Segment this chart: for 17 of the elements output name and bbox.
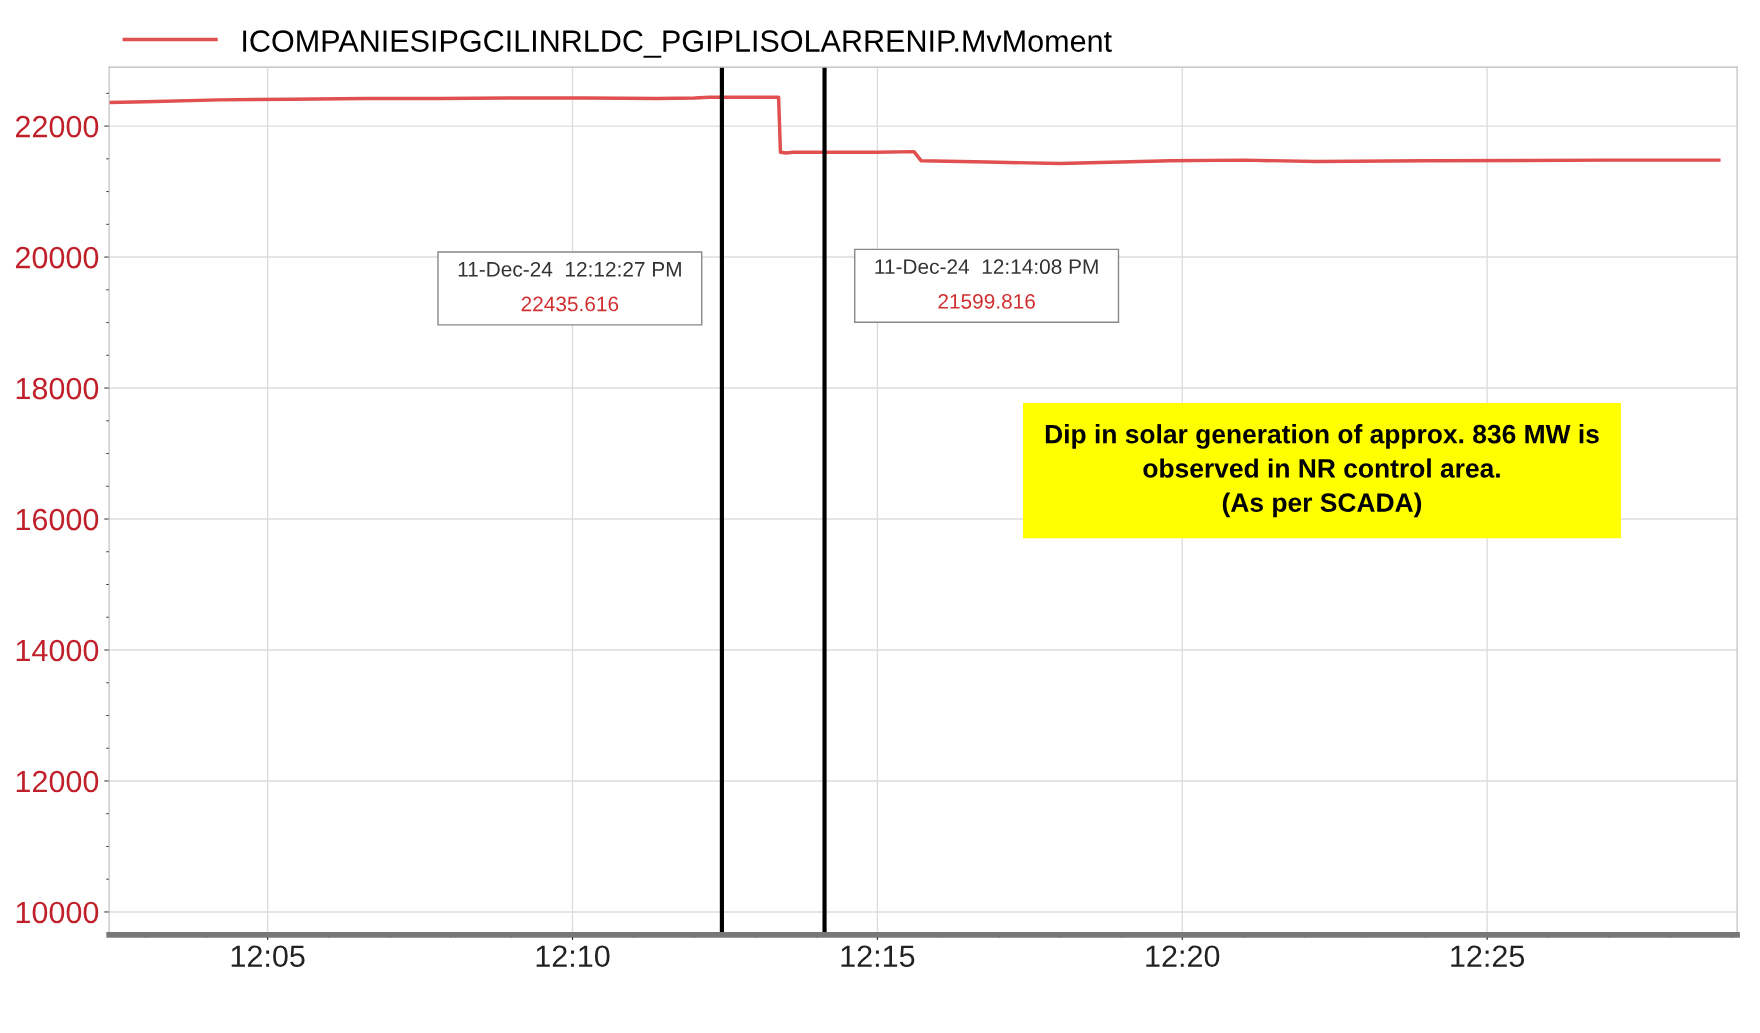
y-tick-label: 10000 <box>16 901 99 924</box>
x-tick-label: 12:20 <box>1146 945 1220 968</box>
legend-label: ICOMPANIESIPGCILINRLDC_PGIPLISOLARRENIP.MvMoment <box>243 30 1112 58</box>
y-tick-label: 16000 <box>16 508 99 531</box>
y-tick-label: 12000 <box>16 770 99 793</box>
y-tick-label: 22000 <box>15 115 99 138</box>
line-series <box>109 95 1721 166</box>
x-tick-label: 12:05 <box>231 945 305 968</box>
x-tick-label: 12:10 <box>536 945 610 968</box>
y-tick-label: 20000 <box>15 246 99 269</box>
x-tick-label: 12:15 <box>841 945 915 968</box>
y-tick-label: 14000 <box>16 639 99 662</box>
annotation: Dip in solar generation of approx. 836 MW is observed in NR control area. (As per SCADA) <box>1045 424 1599 518</box>
x-tick-label: 12:25 <box>1451 945 1525 968</box>
annotation: 11-Dec-24 12:12:27 PM 22435.616 <box>458 261 681 312</box>
annotation: 11-Dec-24 12:14:08 PM 21599.816 <box>875 259 1098 309</box>
y-tick-label: 18000 <box>16 377 99 400</box>
